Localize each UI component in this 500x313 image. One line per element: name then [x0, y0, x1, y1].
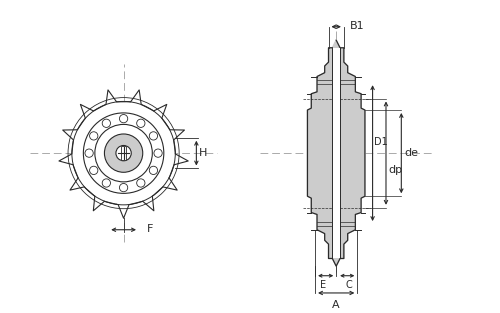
Text: H: H — [199, 148, 207, 158]
Text: E: E — [320, 280, 326, 290]
Polygon shape — [59, 90, 188, 218]
Bar — [332, 48, 340, 259]
Text: F: F — [146, 224, 153, 234]
Polygon shape — [308, 40, 365, 266]
Circle shape — [102, 119, 110, 127]
Bar — [120, 146, 126, 160]
Text: C: C — [346, 280, 352, 290]
Circle shape — [102, 179, 110, 187]
Circle shape — [154, 149, 162, 157]
Circle shape — [150, 166, 158, 175]
Circle shape — [85, 149, 93, 157]
Circle shape — [120, 115, 128, 123]
Circle shape — [136, 119, 145, 127]
Circle shape — [90, 166, 98, 175]
Circle shape — [90, 132, 98, 140]
Text: D1: D1 — [374, 137, 388, 147]
Circle shape — [120, 183, 128, 192]
Text: dp: dp — [389, 165, 403, 175]
Circle shape — [150, 132, 158, 140]
Circle shape — [136, 179, 145, 187]
Text: de: de — [404, 148, 418, 158]
Circle shape — [104, 134, 142, 172]
Circle shape — [116, 146, 131, 161]
Text: B1: B1 — [350, 21, 364, 31]
Text: A: A — [332, 300, 340, 310]
